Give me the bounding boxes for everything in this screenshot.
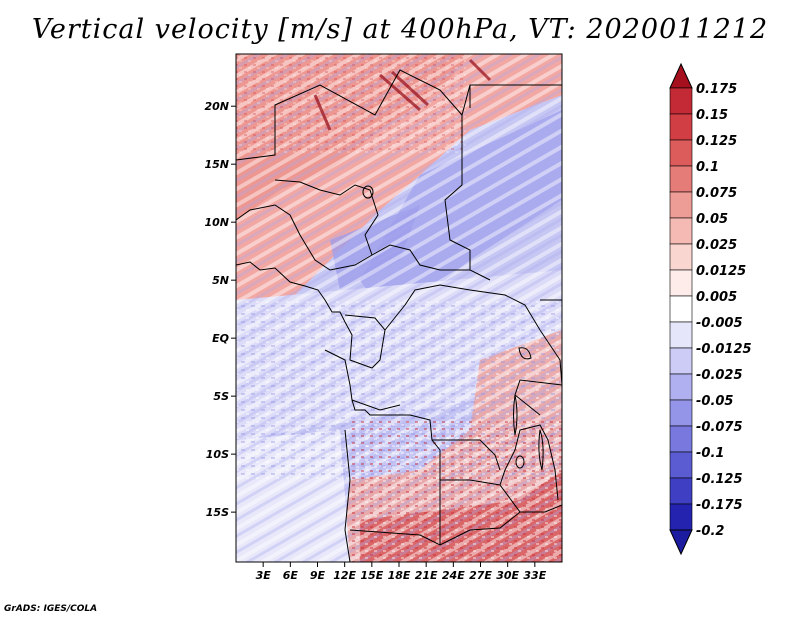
colorbar-swatch [669, 321, 693, 349]
colorbar-label: 0.05 [696, 212, 728, 227]
lon-tick-label: 9E [310, 569, 326, 582]
colorbar-swatch [669, 477, 693, 505]
lat-tick-label: 20N [204, 100, 229, 113]
colorbar-label: 0.075 [696, 186, 737, 201]
colorbar-label: -0.125 [696, 472, 743, 487]
country-borders [236, 69, 562, 562]
colorbar-label: -0.005 [696, 316, 743, 331]
lon-tick-label: 18E [388, 569, 411, 582]
colorbar-swatch [669, 87, 693, 115]
lat-tick-label: 15N [204, 158, 229, 171]
colorbar-swatch [669, 243, 693, 271]
colorbar-swatch [669, 191, 693, 219]
colorbar-label: 0.0125 [696, 264, 746, 279]
lat-tick-label: 5N [212, 274, 229, 287]
colorbar-swatch [669, 373, 693, 401]
colorbar-swatch [669, 217, 693, 245]
colorbar-label: -0.0125 [696, 342, 752, 357]
lon-tick-label: 21E [415, 569, 438, 582]
lat-tick-label: 5S [213, 390, 229, 403]
lon-tick-label: 33E [523, 569, 546, 582]
colorbar-swatch [669, 425, 693, 453]
lat-tick-label: 15S [206, 506, 229, 519]
colorbar-label: -0.1 [696, 446, 724, 461]
colorbar-label: -0.025 [696, 368, 743, 383]
colorbar-label: 0.175 [696, 82, 737, 97]
velocity-field [236, 54, 562, 562]
colorbar-swatch [669, 399, 693, 427]
lat-tick-label: 10S [206, 448, 229, 461]
colorbar-label: 0.15 [696, 108, 728, 123]
latitude-axis: 20N 15N 10N 5N EQ 5S 10S 15S [204, 100, 236, 519]
colorbar-swatch [669, 269, 693, 297]
lon-tick-label: 30E [496, 569, 519, 582]
colorbar-swatch [669, 113, 693, 141]
lon-tick-label: 27E [469, 569, 492, 582]
colorbar-label: -0.05 [696, 394, 733, 409]
colorbar-top-arrow [669, 62, 693, 89]
colorbar: 0.175 0.15 0.125 0.1 0.075 0.05 0.025 0.0125 0.0… [669, 62, 752, 556]
colorbar-swatch [669, 139, 693, 167]
grads-credit: GrADS: IGES/COLA [4, 604, 98, 614]
lon-tick-label: 12E [333, 569, 356, 582]
colorbar-label: 0.1 [696, 160, 719, 175]
lat-tick-label: 10N [204, 216, 229, 229]
longitude-axis: 3E 6E 9E 12E 15E 18E 21E 24E 27E 30E 33E [256, 562, 547, 582]
colorbar-label: 0.005 [696, 290, 737, 305]
lon-tick-label: 15E [360, 569, 383, 582]
colorbar-swatch [669, 503, 693, 531]
map-title: Vertical velocity [m/s] at 400hPa, VT: 2… [31, 14, 769, 45]
lat-tick-label: EQ [212, 332, 229, 345]
colorbar-swatch [669, 451, 693, 479]
colorbar-bottom-arrow [669, 529, 693, 556]
colorbar-label: 0.125 [696, 134, 737, 149]
colorbar-swatch [669, 165, 693, 193]
colorbar-swatch [669, 295, 693, 323]
lon-tick-label: 6E [283, 569, 299, 582]
colorbar-label: -0.075 [696, 420, 743, 435]
lon-tick-label: 3E [256, 569, 272, 582]
colorbar-label: -0.2 [696, 524, 724, 539]
lon-tick-label: 24E [442, 569, 465, 582]
colorbar-swatch [669, 347, 693, 375]
colorbar-label: -0.175 [696, 498, 743, 513]
colorbar-label: 0.025 [696, 238, 737, 253]
